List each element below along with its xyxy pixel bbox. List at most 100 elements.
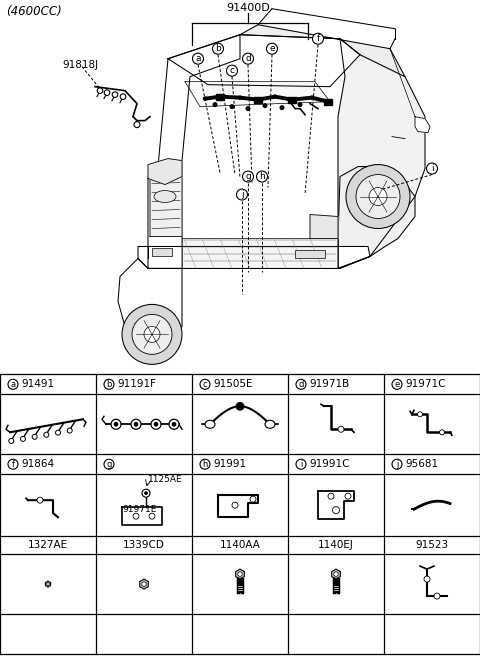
Circle shape (8, 379, 18, 389)
Circle shape (345, 493, 351, 499)
Text: a: a (195, 54, 201, 63)
Circle shape (392, 459, 402, 469)
Circle shape (298, 103, 302, 106)
Polygon shape (168, 35, 360, 87)
Polygon shape (318, 491, 354, 519)
Circle shape (333, 506, 339, 514)
Text: h: h (202, 460, 208, 469)
Circle shape (120, 94, 126, 100)
Polygon shape (182, 239, 338, 268)
Circle shape (312, 33, 324, 44)
Polygon shape (332, 569, 340, 579)
Circle shape (250, 496, 256, 502)
Text: 91864: 91864 (21, 459, 54, 469)
Polygon shape (310, 215, 338, 239)
Circle shape (392, 379, 402, 389)
Text: i: i (431, 164, 433, 173)
Circle shape (133, 513, 139, 519)
Text: 91971C: 91971C (405, 379, 445, 389)
Text: (4600CC): (4600CC) (6, 5, 62, 18)
Text: 95681: 95681 (405, 459, 438, 469)
Circle shape (151, 419, 161, 429)
Text: e: e (395, 380, 400, 389)
Circle shape (32, 434, 37, 440)
Polygon shape (46, 581, 50, 587)
Text: c: c (203, 380, 207, 389)
Circle shape (296, 459, 306, 469)
Circle shape (104, 90, 110, 96)
Text: d: d (298, 380, 304, 389)
Circle shape (238, 572, 242, 577)
Circle shape (112, 92, 118, 98)
Circle shape (326, 100, 329, 103)
Text: b: b (215, 44, 221, 53)
Text: 91971B: 91971B (309, 379, 349, 389)
Text: a: a (11, 380, 15, 389)
Circle shape (311, 96, 313, 99)
Circle shape (67, 428, 72, 433)
Circle shape (230, 105, 234, 108)
Circle shape (246, 107, 250, 110)
Bar (216, 94, 224, 100)
Polygon shape (338, 167, 415, 268)
Text: 91971E: 91971E (122, 504, 156, 514)
Circle shape (122, 304, 182, 364)
Text: 91400D: 91400D (226, 3, 270, 12)
Circle shape (338, 426, 344, 432)
Circle shape (328, 493, 334, 499)
Circle shape (56, 430, 60, 435)
Ellipse shape (154, 190, 176, 203)
Text: g: g (106, 460, 112, 469)
Circle shape (134, 121, 140, 128)
Circle shape (131, 419, 141, 429)
Circle shape (142, 489, 150, 497)
Circle shape (242, 171, 253, 182)
Circle shape (346, 165, 410, 228)
Text: e: e (269, 44, 275, 53)
Text: 1327AE: 1327AE (28, 540, 68, 550)
Circle shape (154, 422, 158, 426)
Circle shape (200, 379, 210, 389)
Text: 1125AE: 1125AE (148, 475, 182, 483)
Circle shape (44, 432, 49, 437)
Circle shape (237, 189, 248, 200)
Circle shape (97, 88, 103, 93)
Ellipse shape (205, 420, 215, 428)
Polygon shape (150, 161, 182, 236)
Text: b: b (106, 380, 112, 389)
Circle shape (242, 53, 253, 64)
Text: 91491: 91491 (21, 379, 54, 389)
Text: g: g (245, 172, 251, 181)
Circle shape (356, 174, 400, 218)
Bar (152, 249, 172, 256)
Text: 1140AA: 1140AA (219, 540, 261, 550)
Circle shape (266, 43, 277, 54)
Circle shape (192, 53, 204, 64)
Bar (254, 96, 262, 102)
Text: 1140EJ: 1140EJ (318, 540, 354, 550)
Polygon shape (140, 579, 148, 589)
Circle shape (200, 459, 210, 469)
Polygon shape (415, 117, 430, 133)
Text: f: f (12, 460, 14, 469)
Circle shape (149, 513, 155, 519)
Text: 91191F: 91191F (117, 379, 156, 389)
Circle shape (104, 379, 114, 389)
Circle shape (256, 98, 260, 101)
Polygon shape (338, 39, 425, 268)
Text: 1339CD: 1339CD (123, 540, 165, 550)
Text: 91523: 91523 (415, 540, 449, 550)
Bar (324, 98, 332, 105)
Polygon shape (238, 579, 242, 592)
Circle shape (296, 379, 306, 389)
Circle shape (134, 422, 138, 426)
Polygon shape (138, 247, 370, 268)
Circle shape (8, 459, 18, 469)
Text: h: h (259, 172, 265, 181)
Circle shape (21, 436, 25, 441)
Circle shape (424, 576, 430, 582)
Circle shape (204, 97, 206, 100)
Circle shape (213, 103, 217, 106)
Text: d: d (245, 54, 251, 63)
Text: f: f (316, 34, 320, 43)
